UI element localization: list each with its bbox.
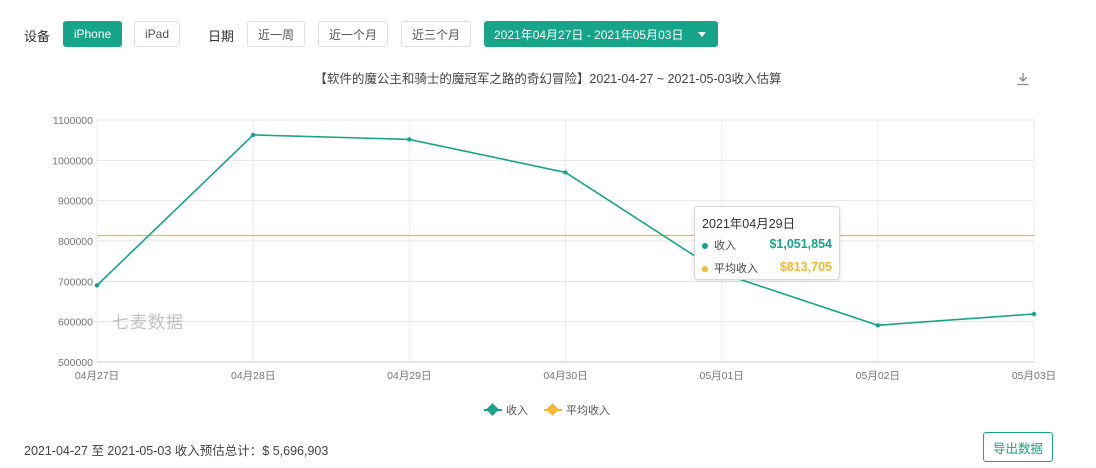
legend-item-average[interactable]: 平均收入 — [544, 402, 610, 418]
tooltip-date: 2021年04月29日 — [702, 217, 796, 231]
x-tick-label: 04月27日 — [75, 370, 119, 382]
average-dot-icon — [702, 266, 708, 273]
y-tick-label: 500000 — [58, 357, 93, 369]
x-tick-label: 04月28日 — [231, 370, 275, 382]
revenue-point[interactable] — [875, 323, 881, 328]
tooltip-label: 收入 — [714, 240, 736, 252]
download-icon[interactable] — [1016, 72, 1030, 86]
date-range-picker[interactable]: 2021年04月27日 - 2021年05月03日 — [484, 21, 718, 47]
toolbar: 设备 iPhone iPad 日期 近一周 近一个月 近三个月 2021年04月… — [0, 0, 1096, 60]
x-tick-label: 05月03日 — [1012, 370, 1056, 382]
y-tick-label: 1000000 — [52, 155, 93, 167]
y-tick-label: 1100000 — [53, 115, 93, 127]
legend-revenue-marker-icon — [484, 403, 502, 416]
chevron-down-icon — [698, 32, 706, 37]
y-tick-label: 700000 — [58, 276, 93, 288]
tooltip-value: $813,705 — [779, 260, 832, 274]
x-tick-label: 04月29日 — [387, 370, 431, 382]
chart-title: 【软件的魔公主和骑士的魔冠军之路的奇幻冒险】2021-04-27 ~ 2021-… — [314, 72, 782, 86]
tooltip: 2021年04月29日 收入 $1,051,854 平均收入 $813,705 — [694, 206, 840, 280]
x-tick-label: 04月30日 — [543, 370, 587, 382]
export-data-button[interactable]: 导出数据 — [983, 432, 1053, 462]
tooltip-row-revenue: 收入 $1,051,854 — [702, 237, 832, 255]
legend-label: 收入 — [506, 405, 528, 417]
y-tick-label: 900000 — [58, 196, 93, 208]
date-label: 日期 — [208, 29, 235, 44]
tooltip-row-average: 平均收入 $813,705 — [702, 260, 832, 278]
x-tick-label: 05月01日 — [699, 370, 743, 382]
watermark: 七麦数据 — [112, 313, 184, 332]
legend-average-marker-icon — [544, 403, 562, 416]
revenue-point[interactable] — [250, 132, 256, 138]
y-axis: 500000 600000 700000 800000 900000 1000000 110… — [52, 115, 93, 369]
revenue-point[interactable] — [94, 283, 100, 288]
grid — [96, 119, 1035, 363]
tooltip-label: 平均收入 — [714, 263, 758, 275]
revenue-point[interactable] — [407, 137, 412, 142]
revenue-point[interactable] — [563, 170, 568, 175]
range-month-button[interactable]: 近一个月 — [318, 21, 388, 47]
tooltip-value: $1,051,854 — [769, 237, 832, 251]
device-ipad-button[interactable]: iPad — [134, 21, 180, 47]
legend-label: 平均收入 — [566, 405, 610, 417]
device-iphone-button[interactable]: iPhone — [63, 21, 122, 47]
revenue-dot-icon — [702, 243, 708, 250]
date-range-text: 2021年04月27日 - 2021年05月03日 — [494, 27, 684, 42]
legend-item-revenue[interactable]: 收入 — [484, 402, 528, 418]
y-tick-label: 800000 — [58, 236, 93, 248]
device-label: 设备 — [24, 29, 51, 44]
revenue-line-chart: 500000 600000 700000 800000 900000 1000000 110… — [52, 115, 1056, 382]
y-tick-label: 600000 — [58, 317, 93, 329]
revenue-summary: 2021-04-27 至 2021-05-03 收入预估总计：$ 5,696,9… — [24, 444, 329, 458]
revenue-point[interactable] — [1031, 311, 1037, 317]
range-three-months-button[interactable]: 近三个月 — [401, 21, 471, 47]
range-week-button[interactable]: 近一周 — [247, 21, 305, 47]
x-tick-label: 05月02日 — [856, 370, 900, 382]
x-axis: 04月27日 04月28日 04月29日 04月30日 05月01日 05月02日 05月0… — [75, 361, 1056, 382]
